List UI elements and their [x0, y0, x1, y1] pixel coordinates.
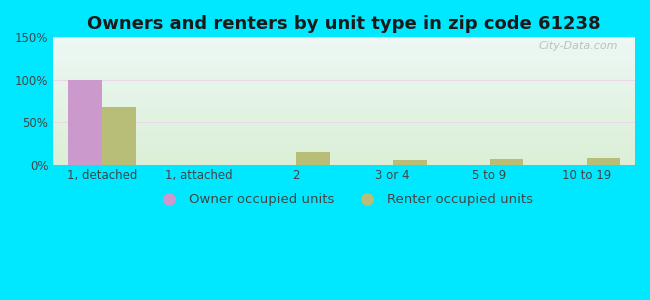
- Legend: Owner occupied units, Renter occupied units: Owner occupied units, Renter occupied un…: [150, 188, 538, 212]
- Bar: [489, 160, 523, 165]
- Text: City-Data.com: City-Data.com: [538, 41, 617, 51]
- Bar: [68, 80, 101, 165]
- Bar: [393, 160, 426, 165]
- Bar: [296, 152, 330, 165]
- Bar: [101, 107, 136, 165]
- Bar: [586, 158, 621, 165]
- Title: Owners and renters by unit type in zip code 61238: Owners and renters by unit type in zip c…: [87, 15, 601, 33]
